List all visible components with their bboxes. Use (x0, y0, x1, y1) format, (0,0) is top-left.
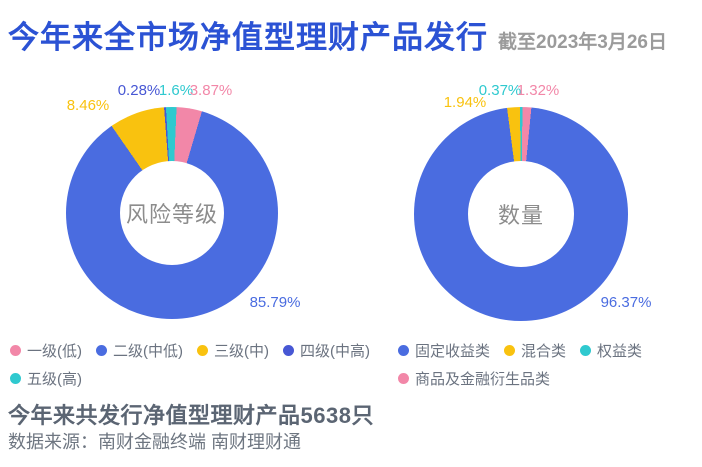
legend-label: 四级(中高) (300, 343, 370, 360)
legend-dot-icon (10, 373, 21, 384)
legend-label: 二级(中低) (113, 343, 183, 360)
slice-label-level1: 3.87% (189, 82, 233, 99)
legend-dot-icon (504, 345, 516, 356)
legend-item-equity: 权益类 (580, 338, 642, 363)
slice-label-mixed: 1.94% (443, 94, 487, 111)
legend-dot-icon (398, 373, 409, 384)
slice-label-level4: 0.28% (117, 82, 161, 99)
legend-item-level4: 四级(中高) (283, 338, 370, 363)
legend-item-mixed: 混合类 (504, 338, 566, 363)
slice-label-fixed-income: 96.37% (600, 294, 652, 311)
slice-label-equity: 0.37% (478, 82, 522, 99)
header: 今年来全市场净值型理财产品发行 截至2023年3月26日 (8, 12, 667, 57)
legend-dot-icon (96, 345, 107, 356)
page-title: 今年来全市场净值型理财产品发行 (8, 20, 488, 55)
legend-dot-icon (10, 345, 21, 356)
as-of-date: 截至2023年3月26日 (498, 32, 667, 53)
slice-label-level5: 1.6% (158, 82, 194, 99)
legend-label: 商品及金融衍生品类 (415, 371, 551, 388)
legend-dot-icon (197, 345, 208, 356)
legend-label: 混合类 (521, 343, 567, 360)
risk-level-legend: 一级(低) 二级(中低) 三级(中) 四级(中高) 五级(高) (10, 338, 394, 391)
risk-level-donut-chart: 风险等级 (66, 107, 278, 319)
slice-label-level2: 85.79% (249, 294, 301, 311)
legend-item-level1: 一级(低) (10, 338, 82, 363)
legend-dot-icon (580, 345, 592, 356)
legend-dot-icon (283, 345, 294, 356)
legend-item-level3: 三级(中) (197, 338, 269, 363)
donut-hole: 风险等级 (120, 161, 224, 265)
legend-item-level2: 二级(中低) (96, 338, 183, 363)
data-source-text: 数据来源：南财金融终端 南财理财通 (8, 432, 301, 452)
legend-item-fixed-income: 固定收益类 (398, 338, 490, 363)
legend-label: 权益类 (597, 343, 643, 360)
slice-label-derivatives: 1.32% (516, 82, 560, 99)
legend-item-level5: 五级(高) (10, 366, 82, 391)
risk-level-center-label: 风险等级 (125, 202, 218, 227)
summary-text: 今年来共发行净值型理财产品5638只 (8, 403, 374, 428)
legend-label: 三级(中) (214, 343, 269, 360)
legend-dot-icon (398, 345, 409, 356)
quantity-legend: 固定收益类 混合类 权益类 商品及金融衍生品类 (398, 338, 698, 391)
slice-label-level3: 8.46% (66, 97, 110, 114)
donut-hole: 数量 (468, 161, 574, 267)
legend-label: 五级(高) (27, 371, 82, 388)
legend-label: 一级(低) (27, 343, 82, 360)
quantity-donut-chart: 数量 (414, 107, 628, 321)
legend-item-derivatives: 商品及金融衍生品类 (398, 366, 550, 391)
quantity-center-label: 数量 (497, 203, 544, 228)
legend-label: 固定收益类 (415, 343, 491, 360)
